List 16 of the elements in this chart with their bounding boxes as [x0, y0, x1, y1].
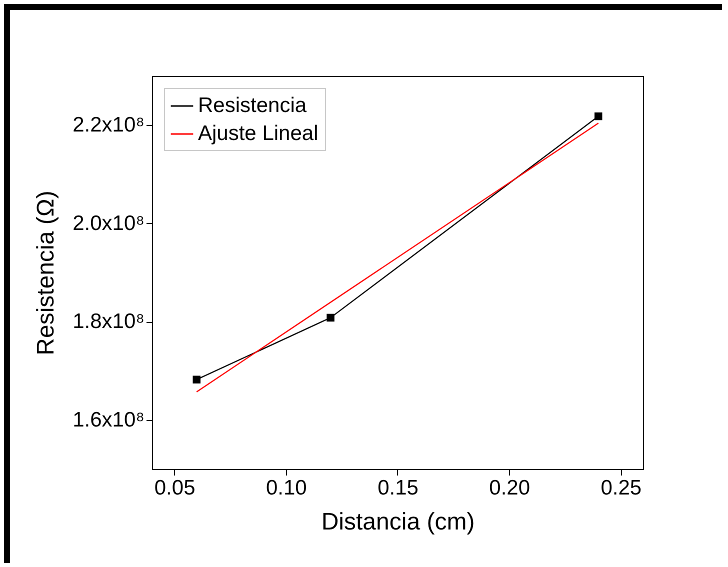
y-tick-label: 1.8x10⁸	[72, 310, 144, 334]
point	[326, 314, 334, 322]
point	[192, 376, 201, 384]
y-tick-label: 2.0x10⁸	[72, 212, 144, 235]
x-tick-label: 0.05	[154, 476, 196, 500]
x-tick-label: 0.25	[600, 476, 642, 500]
x-tick-label: 0.20	[489, 476, 530, 500]
x-tick-label: 0.10	[266, 476, 307, 500]
x-tick-label: 0.15	[378, 476, 418, 500]
legend-label: Ajuste Lineal	[198, 122, 318, 145]
x-axis-title: Distancia (cm)	[321, 508, 475, 536]
y-tick-label: 2.2x10⁸	[72, 114, 144, 137]
y-axis-title: Resistencia (Ω)	[32, 190, 60, 356]
legend-label: Resistencia	[198, 94, 307, 117]
y-tick-label: 1.6x10⁸	[72, 408, 144, 432]
point	[594, 112, 602, 120]
